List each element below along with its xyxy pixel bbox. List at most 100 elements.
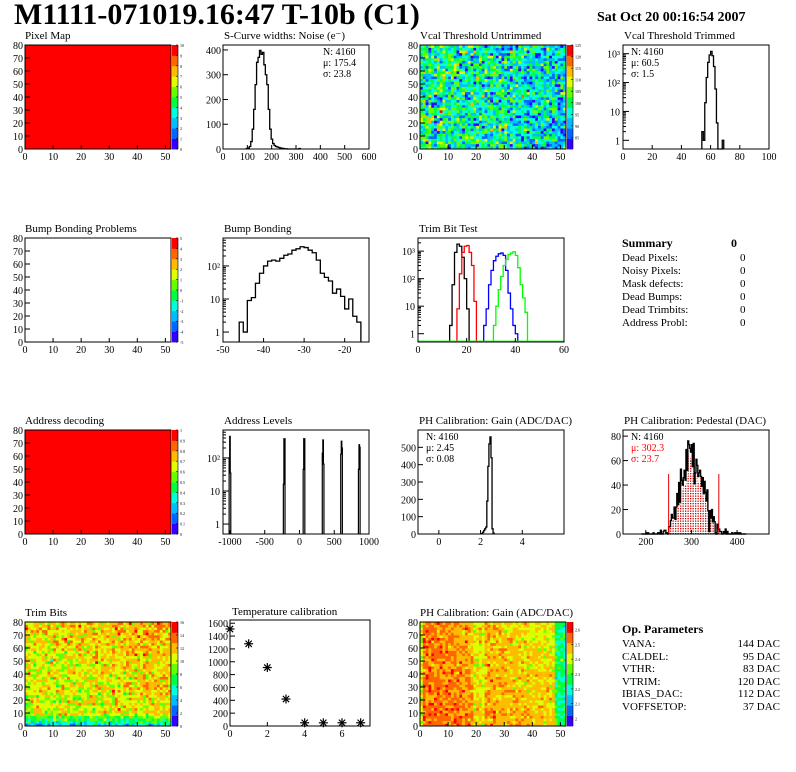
heatmap-cell [420, 133, 424, 137]
heatmap-cell [159, 640, 163, 644]
heatmap-cell [50, 705, 54, 709]
heatmap-cell [148, 700, 152, 703]
heatmap-cell [58, 697, 62, 701]
series-trim-bit-2 [456, 244, 478, 342]
heatmap-cell [425, 47, 429, 51]
heatmap-cell [464, 141, 469, 145]
heatmap-cell [145, 700, 149, 703]
heatmap-cell [425, 91, 429, 95]
heatmap-cell [89, 658, 93, 662]
heatmap-cell [154, 720, 158, 724]
heatmap-cell [69, 629, 74, 633]
heatmap-cell [58, 629, 62, 633]
heatmap-cell [81, 650, 85, 654]
heatmap-cell [134, 694, 138, 698]
heatmap-cell [44, 642, 48, 646]
heatmap-cell [151, 705, 155, 709]
y-tick-label: 10² [207, 454, 220, 465]
heatmap-cell [493, 130, 497, 134]
heatmap-cell [117, 640, 121, 644]
heatmap-cell [521, 104, 525, 108]
heatmap-cell [478, 47, 483, 51]
colorbar-band [172, 674, 178, 680]
heatmap-cell [86, 720, 90, 724]
heatmap-cell [490, 141, 494, 145]
heatmap-cell [560, 141, 564, 145]
y-tick-label: 50 [408, 80, 418, 91]
heatmap-cell [27, 707, 31, 711]
heatmap-cell [41, 624, 45, 628]
heatmap-cell [434, 723, 438, 727]
heatmap-cell [537, 102, 542, 106]
heatmap-cell [448, 138, 452, 142]
heatmap-cell [523, 112, 527, 116]
heatmap-cell [61, 622, 65, 625]
heatmap-cell [563, 91, 567, 95]
heatmap-cell [61, 710, 65, 714]
heatmap-cell [83, 702, 88, 706]
heatmap-cell [123, 637, 127, 641]
heatmap-cell [540, 89, 544, 93]
heatmap-cell [41, 668, 45, 672]
heatmap-cell [142, 718, 147, 722]
heatmap-cell [89, 648, 93, 651]
y-tick-label: 40 [408, 93, 418, 104]
heatmap-cell [41, 692, 45, 696]
heatmap-cell [128, 697, 132, 701]
heatmap-cell [521, 102, 525, 106]
heatmap-cell [546, 99, 550, 103]
heatmap-cell [470, 133, 474, 137]
heatmap-cell [521, 99, 525, 103]
heatmap-cell [120, 718, 124, 722]
heatmap-cell [453, 94, 457, 98]
heatmap-cell [540, 136, 544, 139]
heatmap-cell [41, 655, 45, 659]
heatmap-cell [55, 632, 59, 636]
heatmap-cell [464, 117, 469, 121]
heatmap-cell [535, 86, 539, 90]
heatmap-cell [425, 55, 429, 59]
heatmap-cell [128, 635, 132, 638]
histogram [245, 49, 302, 150]
heatmap-cell [425, 143, 429, 147]
heatmap-cell [551, 110, 556, 113]
heatmap-cell [498, 60, 502, 64]
x-tick-label: 30 [104, 152, 114, 163]
heatmap-cell [86, 658, 90, 662]
heatmap-cell [151, 637, 155, 641]
heatmap-cell [53, 692, 57, 696]
y-tick-label: 10³ [607, 50, 620, 61]
heatmap-cell [55, 666, 59, 670]
heatmap-cell [100, 637, 104, 641]
heatmap-cell [481, 720, 485, 724]
heatmap-cell [159, 653, 163, 657]
heatmap-cell [27, 668, 31, 672]
heatmap-cell [47, 715, 51, 719]
heatmap-cell [114, 720, 118, 724]
heatmap-cell [563, 723, 567, 727]
heatmap-cell [89, 718, 93, 722]
heatmap-cell [95, 707, 99, 711]
heatmap-cell [44, 655, 48, 659]
heatmap-cell [529, 107, 533, 111]
heatmap-cell [151, 681, 155, 685]
heatmap-cell [509, 45, 513, 48]
heatmap-cell [36, 624, 40, 628]
heatmap-cell [546, 120, 550, 124]
heatmap-cell [439, 146, 443, 150]
heatmap-cell [58, 658, 62, 662]
heatmap-cell [168, 681, 172, 685]
heatmap-cell [120, 658, 124, 662]
heatmap-cell [501, 123, 505, 126]
heatmap-cell [154, 684, 158, 688]
heatmap-cell [25, 700, 29, 703]
heatmap-cell [473, 102, 477, 106]
heatmap-cell [462, 50, 466, 54]
heatmap-cell [168, 692, 172, 696]
heatmap-cell [131, 635, 135, 638]
heatmap-cell [431, 128, 435, 132]
heatmap-cell [67, 658, 71, 662]
heatmap-cell [92, 635, 96, 638]
heatmap-cell [156, 684, 161, 688]
heatmap-cell [532, 76, 536, 80]
